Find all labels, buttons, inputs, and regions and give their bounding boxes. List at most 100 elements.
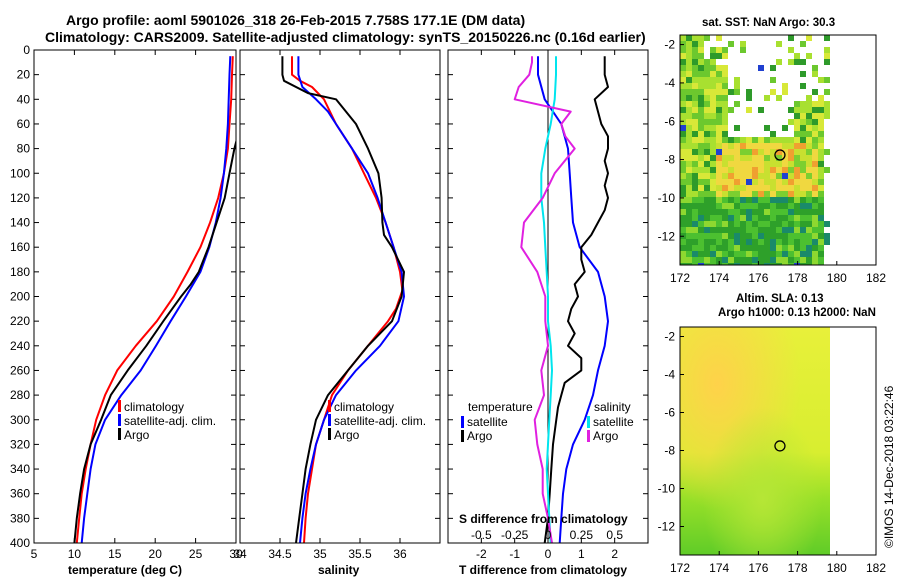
title-line-2: Climatology: CARS2009. Satellite-adjuste… xyxy=(45,29,646,45)
sst-cell xyxy=(686,263,692,265)
sst-cell xyxy=(740,143,746,149)
sst-cell xyxy=(680,197,686,203)
sst-cell xyxy=(758,209,764,215)
sst-cell xyxy=(722,251,728,257)
sst-cell xyxy=(746,143,752,149)
sst-cell xyxy=(686,83,692,89)
sst-cell xyxy=(758,161,764,167)
x-tick-label: 176 xyxy=(748,271,768,285)
sst-cell xyxy=(806,107,812,113)
x-tick-label: 174 xyxy=(709,561,729,575)
sst-cell xyxy=(716,227,722,233)
sst-cell xyxy=(752,179,758,185)
sst-cell xyxy=(734,263,740,265)
sst-cell xyxy=(770,221,776,227)
sst-cell xyxy=(782,203,788,209)
sst-cell xyxy=(758,239,764,245)
sst-cell xyxy=(818,239,824,245)
sst-cell xyxy=(794,203,800,209)
sst-cell xyxy=(710,257,716,263)
sst-cell xyxy=(776,137,782,143)
sst-cell xyxy=(758,257,764,263)
sst-cell xyxy=(800,257,806,263)
sst-cell xyxy=(728,221,734,227)
sst-cell xyxy=(800,59,806,65)
s-tick-label: -0.25 xyxy=(501,528,529,542)
sst-cell xyxy=(680,215,686,221)
sst-cell xyxy=(806,203,812,209)
sst-cell xyxy=(686,197,692,203)
sst-cell xyxy=(710,191,716,197)
sst-cell xyxy=(704,77,710,83)
sst-cell xyxy=(704,131,710,137)
sst-cell xyxy=(800,101,806,107)
sst-cell xyxy=(782,173,788,179)
series-line-satellite-adj-clim- xyxy=(80,56,232,543)
sst-cell xyxy=(818,77,824,83)
sst-cell xyxy=(686,71,692,77)
sst-cell xyxy=(698,209,704,215)
sst-cell xyxy=(680,143,686,149)
legend-satellite: satellite-adj. clim. xyxy=(334,414,426,428)
sst-cell xyxy=(692,47,698,53)
sst-cell xyxy=(824,167,830,173)
sst-cell xyxy=(788,107,794,113)
sst-cell xyxy=(734,149,740,155)
y-tick-label: 120 xyxy=(10,191,30,205)
sst-cell xyxy=(716,47,722,53)
sst-cell xyxy=(686,215,692,221)
sst-cell xyxy=(752,257,758,263)
difference-panel: -2 -1 0 1 2 -0.5 -0.25 0 0.25 0.5 xyxy=(447,49,649,561)
sst-cell xyxy=(722,77,728,83)
sst-cell xyxy=(788,35,794,41)
sst-cell xyxy=(686,233,692,239)
sst-cell xyxy=(818,125,824,131)
sst-cell xyxy=(764,233,770,239)
x-tick-label: 180 xyxy=(827,271,847,285)
sst-cell xyxy=(800,83,806,89)
y-tick-label: -4 xyxy=(664,76,675,90)
y-tick-label: 380 xyxy=(10,511,30,525)
sst-cell xyxy=(686,179,692,185)
sst-cell xyxy=(752,197,758,203)
sst-cell xyxy=(710,143,716,149)
y-tick-label: 160 xyxy=(10,240,30,254)
sst-cell xyxy=(806,131,812,137)
sst-cell xyxy=(680,137,686,143)
sst-cell xyxy=(746,215,752,221)
sst-cell xyxy=(818,251,824,257)
sst-cell xyxy=(692,227,698,233)
salinity-panel: 34 34.5 35 35.5 36 xyxy=(233,49,441,561)
sst-cell xyxy=(788,251,794,257)
sst-cell xyxy=(692,137,698,143)
sst-cell xyxy=(692,125,698,131)
sst-cell xyxy=(800,125,806,131)
sst-cell xyxy=(788,155,794,161)
sst-cell xyxy=(776,155,782,161)
sst-cell xyxy=(704,203,710,209)
x-tick-label: 1 xyxy=(578,547,585,561)
x-tick-label: 180 xyxy=(827,561,847,575)
sst-cell xyxy=(740,167,746,173)
sst-cell xyxy=(758,137,764,143)
difference-temperature-legend: temperature satellite Argo xyxy=(461,400,533,443)
sst-cell xyxy=(764,137,770,143)
sst-cell xyxy=(704,137,710,143)
sst-cell xyxy=(716,167,722,173)
sst-cell xyxy=(794,179,800,185)
sst-cell xyxy=(722,71,728,77)
sst-cell xyxy=(782,209,788,215)
sst-cell xyxy=(716,239,722,245)
sst-cell xyxy=(788,203,794,209)
sst-cell xyxy=(788,263,794,265)
sst-cell xyxy=(728,167,734,173)
sst-cell xyxy=(710,179,716,185)
sst-cell xyxy=(758,227,764,233)
sst-cell xyxy=(758,149,764,155)
y-tick-label: -8 xyxy=(664,153,675,167)
sst-cell xyxy=(770,227,776,233)
sst-cell xyxy=(752,155,758,161)
sst-cell xyxy=(794,191,800,197)
sst-cell xyxy=(722,179,728,185)
sst-cell xyxy=(800,209,806,215)
